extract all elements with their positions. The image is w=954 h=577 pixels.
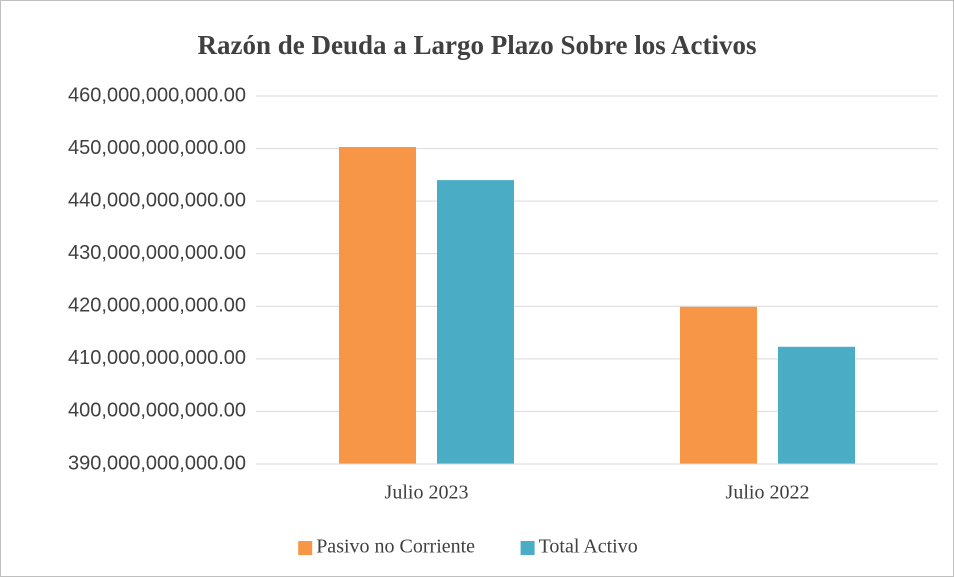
x-tick-label: Julio 2022 [726, 482, 810, 504]
legend-swatch [298, 541, 313, 555]
bar [680, 306, 757, 464]
y-tick-label: 430,000,000,000.00 [68, 242, 246, 264]
legend-label: Pasivo no Corriente [316, 536, 475, 558]
y-tick-label: 460,000,000,000.00 [68, 84, 246, 106]
y-tick-label: 390,000,000,000.00 [68, 452, 246, 474]
chart-title: Razón de Deuda a Largo Plazo Sobre los A… [198, 30, 757, 60]
x-tick-label: Julio 2023 [385, 482, 469, 504]
legend-label: Total Activo [539, 536, 638, 558]
y-tick-label: 450,000,000,000.00 [68, 137, 246, 159]
y-tick-label: 440,000,000,000.00 [68, 189, 246, 211]
legend-swatch [520, 541, 535, 555]
bar [339, 146, 416, 464]
y-tick-label: 410,000,000,000.00 [68, 347, 246, 369]
y-tick-label: 420,000,000,000.00 [68, 295, 246, 317]
bar [778, 346, 855, 464]
y-tick-label: 400,000,000,000.00 [68, 400, 246, 422]
bar [437, 180, 514, 464]
